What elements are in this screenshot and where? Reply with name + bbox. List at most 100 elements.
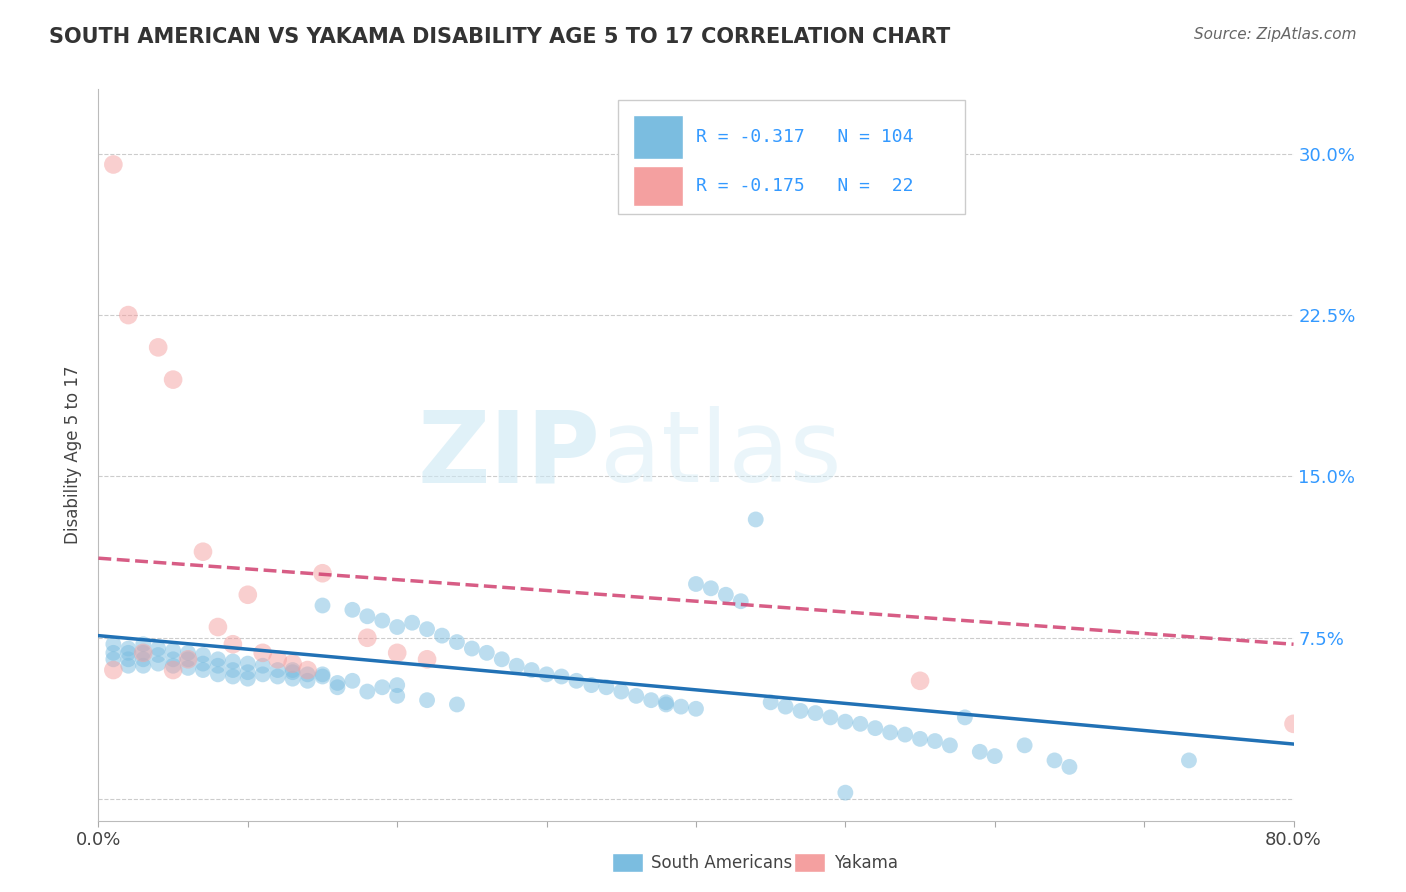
Point [148,340,170,354]
Point [281,672,304,686]
Point [865,721,887,735]
Point [820,710,842,724]
Point [461,641,484,656]
Point [191,657,214,671]
Text: Source: ZipAtlas.com: Source: ZipAtlas.com [1194,27,1357,42]
Point [252,658,274,673]
Point [177,652,200,666]
Point [700,582,723,596]
Point [297,663,319,677]
Point [908,673,931,688]
Point [984,749,1007,764]
Point [430,629,453,643]
Point [730,594,752,608]
Point [371,614,394,628]
Point [267,669,290,683]
Point [177,646,200,660]
Point [669,699,692,714]
Text: Yakama: Yakama [834,854,898,871]
Point [191,663,214,677]
Point [281,663,304,677]
Point [356,609,378,624]
Point [281,657,304,671]
Point [326,676,349,690]
Point [385,689,409,703]
Point [685,702,707,716]
Point [416,652,439,666]
Point [953,710,976,724]
Point [834,786,856,800]
Point [491,652,513,666]
Point [475,646,498,660]
FancyBboxPatch shape [619,100,965,213]
Point [401,615,423,630]
Point [908,731,931,746]
Point [162,658,184,673]
Point [162,652,184,666]
Point [759,695,782,709]
Text: SOUTH AMERICAN VS YAKAMA DISABILITY AGE 5 TO 17 CORRELATION CHART: SOUTH AMERICAN VS YAKAMA DISABILITY AGE … [49,27,950,46]
Point [581,678,603,692]
Point [595,680,617,694]
Point [222,655,245,669]
Point [506,658,529,673]
Point [132,658,155,673]
Point [655,695,678,709]
Point [311,667,333,681]
Point [297,673,319,688]
Point [162,643,184,657]
Point [103,646,125,660]
Text: ZIP: ZIP [418,407,600,503]
Point [236,672,259,686]
Text: R = -0.175   N =  22: R = -0.175 N = 22 [696,177,914,194]
Text: atlas: atlas [600,407,842,503]
Point [385,620,409,634]
Point [117,646,139,660]
Point [326,680,349,694]
FancyBboxPatch shape [633,166,683,206]
Point [117,652,139,666]
Point [685,577,707,591]
Point [342,673,364,688]
Point [252,646,274,660]
Point [177,661,200,675]
Point [117,641,139,656]
Point [356,631,378,645]
Point [132,646,155,660]
Point [626,689,648,703]
Point [132,646,155,660]
Point [640,693,662,707]
Point [297,667,319,681]
Point [1282,716,1305,731]
Point [311,599,333,613]
Point [162,663,184,677]
Point [565,673,588,688]
Point [222,663,245,677]
Point [536,667,558,681]
Point [148,648,170,662]
Point [236,588,259,602]
Point [385,646,409,660]
Point [385,678,409,692]
Point [281,665,304,680]
Point [267,652,290,666]
Point [311,566,333,581]
Point [1014,739,1036,753]
Point [222,669,245,683]
Point [252,667,274,681]
Point [1178,753,1201,767]
Point [775,699,797,714]
Point [267,663,290,677]
Point [849,716,872,731]
Point [236,665,259,680]
Point [207,620,229,634]
Point [148,657,170,671]
Point [416,622,439,636]
Point [103,637,125,651]
Point [1059,760,1081,774]
Point [969,745,991,759]
Point [177,652,200,666]
Text: South Americans: South Americans [651,854,792,871]
Point [191,648,214,662]
Point [162,373,184,387]
